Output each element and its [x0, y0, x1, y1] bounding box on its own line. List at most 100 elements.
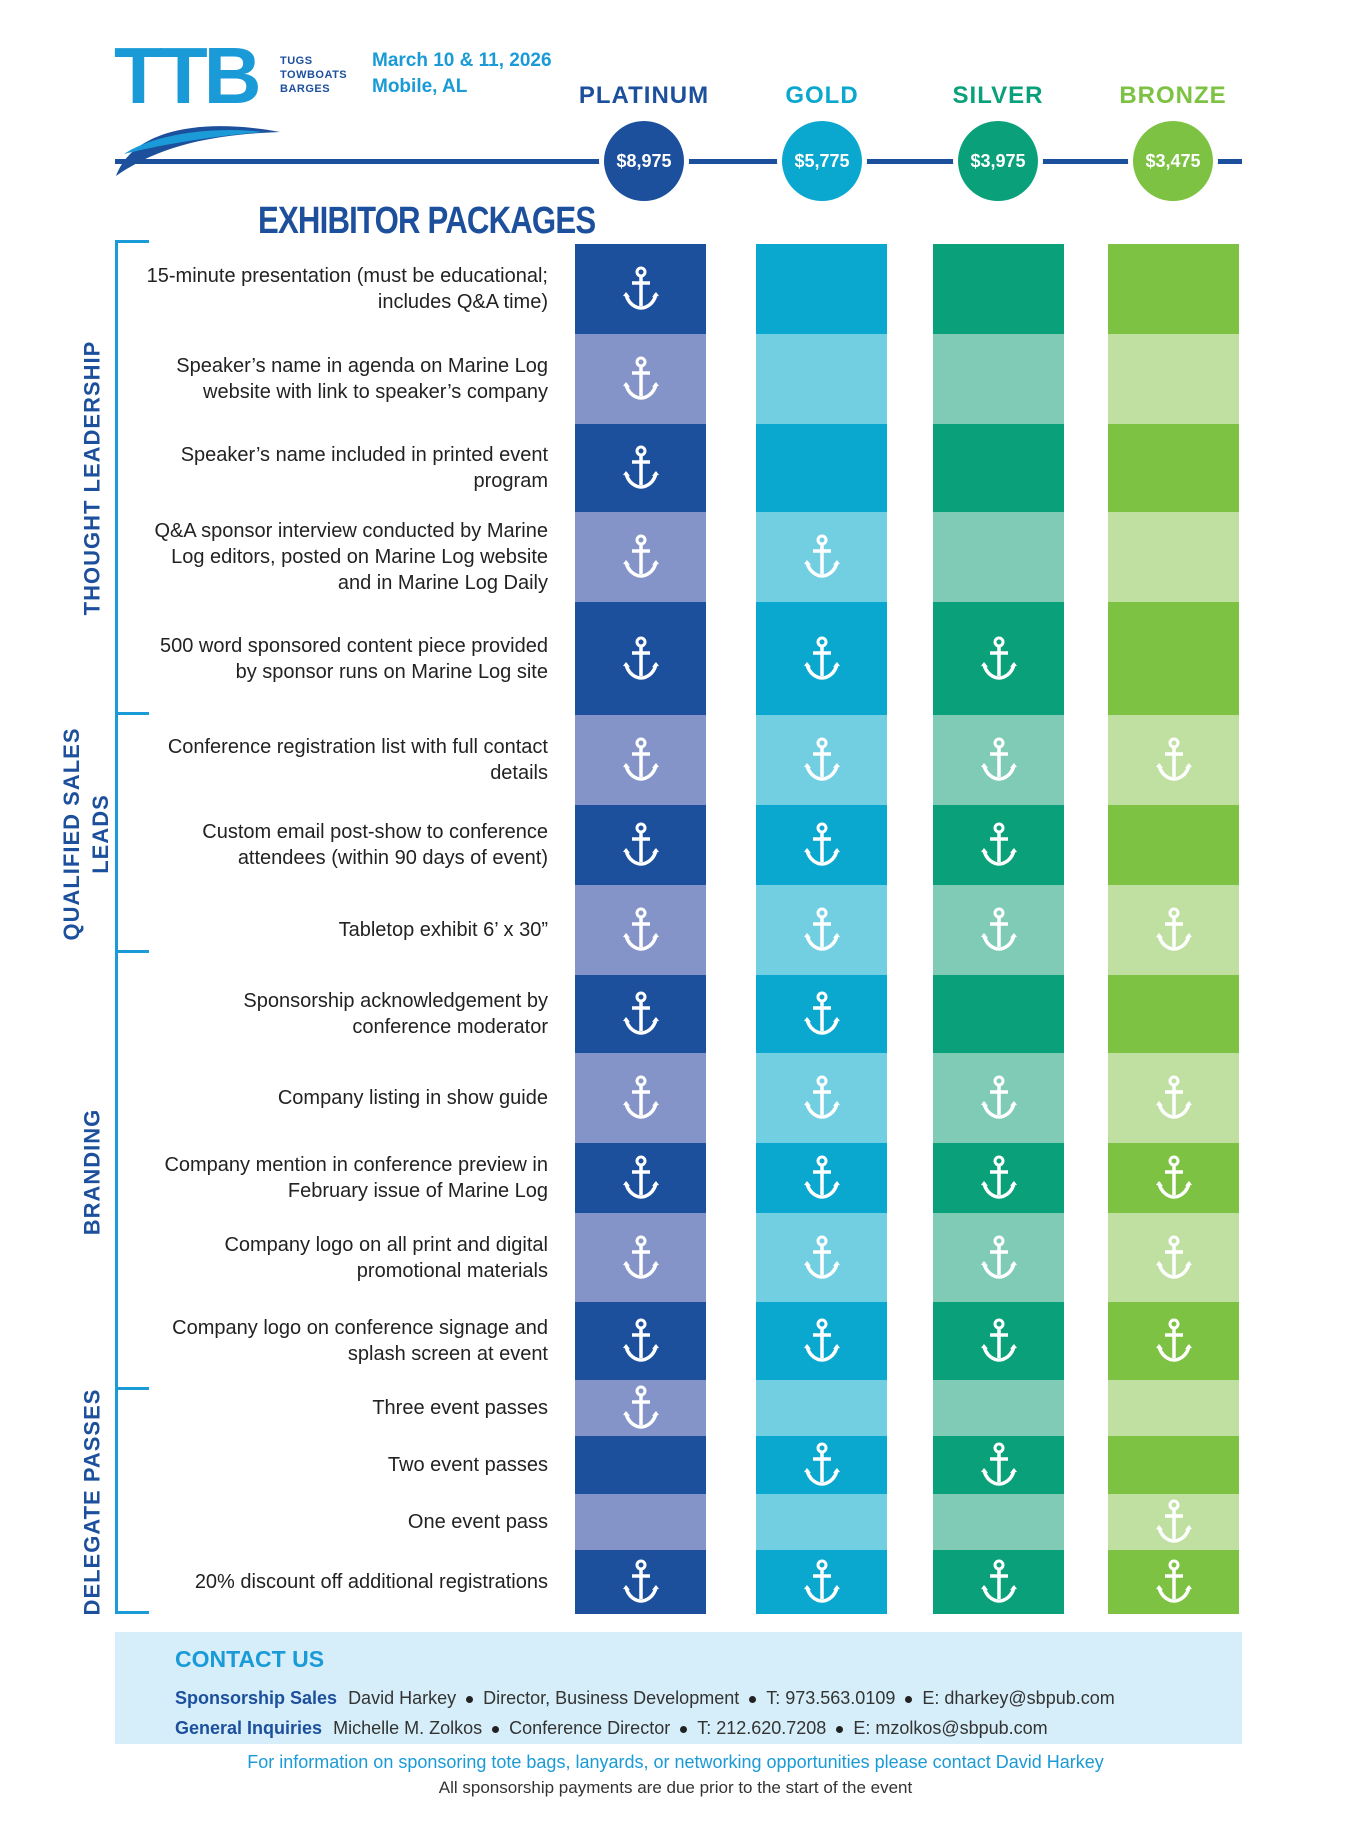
anchor-icon	[980, 636, 1017, 680]
event-info: March 10 & 11, 2026 Mobile, AL	[372, 48, 552, 100]
cell-platinum	[575, 1550, 706, 1614]
cell-bronze	[1108, 805, 1239, 885]
cell-gold	[756, 975, 887, 1053]
footer-payment: All sponsorship payments are due prior t…	[438, 1778, 913, 1797]
cell-gold	[756, 1213, 887, 1302]
anchor-icon	[803, 991, 840, 1035]
bullet-icon	[836, 1725, 844, 1733]
anchor-icon	[803, 737, 840, 781]
cell-bronze	[1108, 1053, 1239, 1143]
cell-platinum	[575, 715, 706, 805]
anchor-icon	[803, 1559, 840, 1603]
anchor-icon	[622, 991, 659, 1035]
anchor-icon	[1155, 1075, 1192, 1119]
cell-platinum	[575, 512, 706, 602]
sales-role: Director, Business Development	[483, 1688, 740, 1708]
cell-platinum	[575, 885, 706, 975]
category-label: DELEGATE PASSES	[79, 1388, 105, 1616]
feature-label: Custom email post-show to conference att…	[202, 821, 548, 869]
feature-label: Company mention in conference preview in…	[164, 1154, 548, 1202]
general-email[interactable]: E: mzolkos@sbpub.com	[853, 1718, 1048, 1738]
price-badge-platinum: $8,975	[604, 121, 684, 201]
anchor-icon	[1155, 737, 1192, 781]
anchor-icon	[980, 1235, 1017, 1279]
cell-gold	[756, 244, 887, 334]
contact-title: CONTACT US	[175, 1646, 325, 1672]
cell-bronze	[1108, 975, 1239, 1053]
event-date: March 10 & 11, 2026	[372, 50, 552, 71]
anchor-icon	[622, 356, 659, 400]
feature-label: 500 word sponsored content piece provide…	[159, 634, 548, 683]
anchor-icon	[803, 636, 840, 680]
anchor-icon	[1155, 907, 1192, 951]
general-name: Michelle M. Zolkos	[333, 1718, 483, 1738]
category-label: BRANDING	[79, 1108, 105, 1235]
ttb-logo: TTB	[114, 36, 284, 176]
cell-bronze	[1108, 715, 1239, 805]
cell-silver	[933, 424, 1064, 512]
anchor-icon	[980, 1559, 1017, 1603]
anchor-icon	[980, 1442, 1017, 1486]
sales-label: Sponsorship Sales	[175, 1688, 338, 1708]
anchor-icon	[803, 534, 840, 578]
category-bracket	[115, 240, 149, 715]
cell-platinum	[575, 1143, 706, 1213]
tier-name-silver: SILVER	[952, 82, 1044, 109]
cell-bronze	[1108, 512, 1239, 602]
anchor-icon	[622, 907, 659, 951]
sales-email[interactable]: E: dharkey@sbpub.com	[922, 1688, 1115, 1708]
feature-label: Company logo on conference signage and s…	[172, 1317, 548, 1365]
cell-platinum	[575, 1436, 706, 1494]
contact-sales: Sponsorship Sales David Harkey Director, …	[175, 1688, 1115, 1709]
anchor-icon	[622, 534, 659, 578]
logo-wave-icon	[116, 126, 280, 176]
cell-bronze	[1108, 1302, 1239, 1380]
cell-bronze	[1108, 1213, 1239, 1302]
cell-platinum	[575, 334, 706, 424]
contact-general: General Inquiries Michelle M. Zolkos Conf…	[175, 1718, 1048, 1739]
logo-sub-3: BARGES	[280, 83, 331, 95]
anchor-icon	[622, 737, 659, 781]
anchor-icon	[803, 907, 840, 951]
logo-sub-1: TUGS	[280, 55, 313, 67]
page-title: EXHIBITOR PACKAGES	[258, 200, 596, 242]
cell-bronze	[1108, 1494, 1239, 1550]
anchor-icon	[622, 266, 659, 310]
cell-gold	[756, 1436, 887, 1494]
category-bracket	[115, 953, 149, 1390]
cell-gold	[756, 715, 887, 805]
feature-label: Company listing in show guide	[277, 1087, 548, 1109]
bullet-icon	[466, 1695, 474, 1703]
feature-label: Conference registration list with full c…	[167, 736, 548, 784]
bullet-icon	[905, 1695, 913, 1703]
cell-gold	[756, 1494, 887, 1550]
logo-letters: TTB	[114, 31, 262, 120]
cell-silver	[933, 1213, 1064, 1302]
logo-sub-2: TOWBOATS	[280, 69, 348, 81]
cell-gold	[756, 602, 887, 715]
anchor-icon	[1155, 1155, 1192, 1199]
anchor-icon	[980, 1155, 1017, 1199]
anchor-icon	[622, 1075, 659, 1119]
anchor-icon	[622, 1235, 659, 1279]
cell-bronze	[1108, 885, 1239, 975]
sales-phone: T: 973.563.0109	[766, 1688, 896, 1708]
feature-label: One event pass	[407, 1511, 548, 1533]
feature-label: Speaker’s name in agenda on Marine Log w…	[176, 355, 548, 403]
cell-silver	[933, 244, 1064, 334]
anchor-icon	[1155, 1499, 1192, 1543]
feature-label: 20% discount off additional registration…	[194, 1571, 548, 1593]
event-location: Mobile, AL	[372, 76, 468, 97]
anchor-icon	[622, 636, 659, 680]
cell-platinum	[575, 975, 706, 1053]
feature-label: Sponsorship acknowledgement by conferenc…	[243, 990, 548, 1038]
general-role: Conference Director	[509, 1718, 671, 1738]
feature-label: Company logo on all print and digital pr…	[224, 1233, 548, 1282]
cell-bronze	[1108, 424, 1239, 512]
anchor-icon	[622, 1155, 659, 1199]
anchor-icon	[1155, 1318, 1192, 1362]
cell-platinum	[575, 1494, 706, 1550]
category-bracket	[115, 715, 149, 953]
cell-platinum	[575, 244, 706, 334]
cell-gold	[756, 805, 887, 885]
